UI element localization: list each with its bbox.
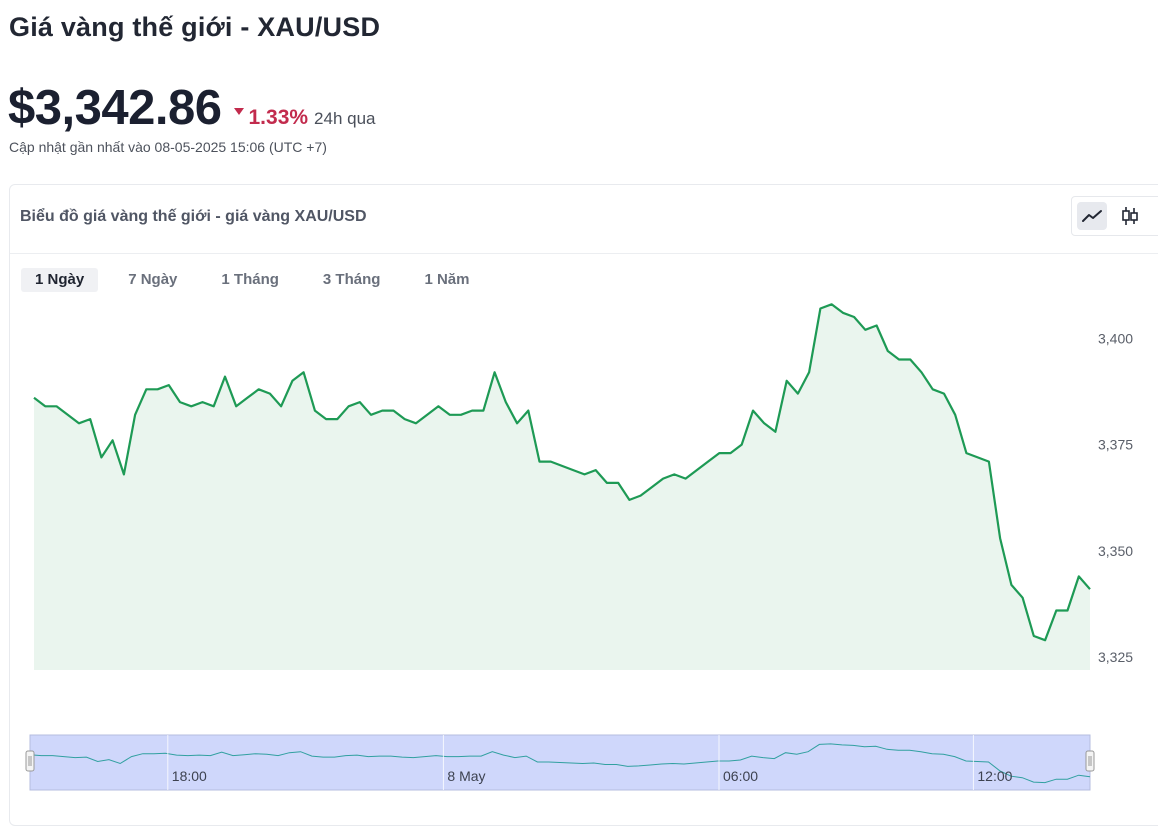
candlestick-button[interactable] (1115, 202, 1145, 230)
y-tick-label: 3,325 (1098, 649, 1133, 665)
price-change-percent: 1.33% (248, 106, 309, 129)
navigator-series (29, 743, 1091, 784)
last-updated: Cập nhật gần nhất vào 08-05-2025 15:06 (… (9, 139, 327, 155)
line-chart-icon (1082, 210, 1102, 222)
tab-7-days[interactable]: 7 Ngày (128, 271, 178, 288)
x-tick-label: 18:00 (172, 768, 207, 784)
x-tick-label: 12:00 (977, 768, 1012, 784)
chart-type-toggle (1071, 196, 1158, 236)
price-chart: 3,325 3,350 3,375 3,400 18:00 8 May 06:00 12:00 (25, 303, 1133, 791)
tab-3-months[interactable]: 3 Tháng (322, 271, 381, 288)
tab-1-year[interactable]: 1 Năm (424, 271, 470, 288)
page-title: Giá vàng thế giới - XAU/USD (9, 12, 381, 42)
navigator-right-handle[interactable] (1085, 750, 1095, 772)
change-period: 24h qua (314, 109, 376, 128)
line-chart-button[interactable] (1077, 202, 1107, 230)
chart-title: Biểu đồ giá vàng thế giới - giá vàng XAU… (20, 208, 367, 225)
down-arrow-icon (233, 107, 244, 115)
x-tick-label: 8 May (447, 768, 485, 784)
navigator-left-handle[interactable] (25, 750, 35, 772)
card-divider (10, 253, 1158, 254)
x-tick-label: 06:00 (723, 768, 758, 784)
price-line (33, 303, 1091, 642)
y-tick-label: 3,375 (1098, 437, 1133, 453)
price-area (34, 304, 1090, 670)
current-price: $3,342.86 (8, 81, 222, 135)
y-tick-label: 3,350 (1098, 543, 1133, 559)
price-row: $3,342.86 1.33% 24h qua (8, 80, 376, 136)
tab-1-month[interactable]: 1 Tháng (221, 271, 279, 288)
tab-1-day[interactable]: 1 Ngày (21, 268, 99, 292)
time-range-tabs: 1 Ngày 7 Ngày 1 Tháng 3 Tháng 1 Năm (21, 268, 499, 292)
candlestick-icon (1122, 207, 1138, 225)
y-tick-label: 3,400 (1098, 330, 1133, 346)
